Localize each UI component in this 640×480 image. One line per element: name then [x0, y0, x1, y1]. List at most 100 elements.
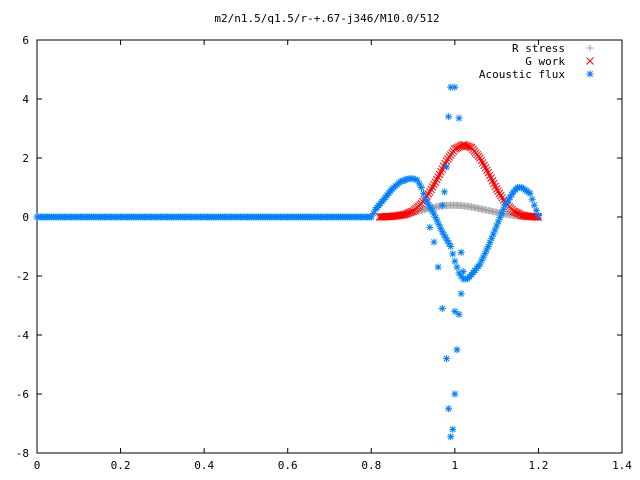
- data-point: [477, 156, 486, 165]
- data-point: [397, 178, 405, 186]
- data-point: [455, 269, 463, 277]
- data-point: [478, 257, 486, 265]
- data-point: [494, 187, 502, 196]
- data-point: [431, 178, 440, 186]
- x-axis: 0 0.2 0.4 0.6 0.8 1 1.2 1.4: [34, 40, 632, 472]
- data-point: [483, 246, 491, 254]
- data-point: [476, 260, 484, 268]
- data-point: [503, 199, 511, 207]
- data-point: [459, 268, 467, 276]
- data-point: [498, 209, 506, 217]
- data-point: [451, 257, 459, 265]
- data-point: [451, 83, 459, 91]
- data-point: [496, 191, 505, 200]
- data-point: [409, 175, 417, 183]
- data-point: [455, 114, 463, 122]
- data-point: [432, 175, 441, 184]
- data-point: [478, 159, 487, 167]
- data-point: [480, 161, 488, 170]
- y-tick-label: 4: [22, 93, 29, 106]
- y-tick-label: -8: [16, 447, 29, 460]
- data-point: [443, 237, 451, 245]
- data-point: [400, 176, 408, 184]
- data-point: [462, 141, 470, 150]
- legend-marker: [586, 57, 594, 65]
- data-point: [445, 405, 453, 413]
- x-tick-label: 0.4: [194, 459, 214, 472]
- data-point: [415, 180, 423, 188]
- data-point: [508, 191, 516, 199]
- data-point: [427, 185, 436, 194]
- data-point: [411, 175, 419, 183]
- data-point: [532, 206, 540, 214]
- data-point: [464, 142, 473, 151]
- data-point: [423, 198, 431, 206]
- data-point: [440, 188, 448, 196]
- data-point: [486, 238, 494, 246]
- data-point: [426, 223, 434, 231]
- data-point: [435, 221, 443, 229]
- data-point: [420, 189, 428, 197]
- series-3: [426, 83, 467, 441]
- data-point: [453, 263, 461, 271]
- x-tick-label: 0.6: [278, 459, 298, 472]
- data-point: [483, 166, 491, 175]
- data-point: [447, 433, 455, 441]
- x-tick-label: 1: [452, 459, 459, 472]
- data-point: [451, 307, 459, 315]
- data-point: [437, 224, 445, 232]
- y-tick-label: 6: [22, 34, 29, 47]
- data-point: [367, 213, 375, 221]
- data-point: [499, 205, 507, 213]
- data-point: [443, 163, 450, 171]
- data-point: [489, 230, 497, 238]
- data-point: [455, 310, 463, 318]
- data-point: [534, 212, 542, 220]
- data-point: [453, 346, 461, 354]
- legend-label: Acoustic flux: [479, 68, 565, 81]
- data-point: [434, 263, 442, 271]
- data-point: [457, 272, 465, 280]
- data-point: [440, 231, 448, 239]
- data-point: [442, 234, 450, 242]
- data-point: [403, 175, 411, 183]
- data-point: [428, 183, 437, 191]
- data-point: [432, 214, 440, 222]
- data-point: [494, 218, 502, 226]
- series-2: [33, 175, 542, 283]
- data-point: [447, 243, 455, 250]
- x-tick-label: 0.2: [111, 459, 131, 472]
- data-point: [526, 189, 534, 197]
- data-point: [492, 185, 501, 193]
- data-point: [447, 83, 455, 91]
- series-1: [375, 140, 543, 221]
- data-point: [445, 240, 453, 248]
- data-point: [451, 390, 459, 398]
- data-point: [438, 201, 446, 209]
- data-point: [430, 210, 438, 218]
- plot-frame: [36, 39, 623, 454]
- data-point: [528, 195, 536, 203]
- chart-title: m2/n1.5/q1.5/r-+.67-j346/M10.0/512: [214, 12, 439, 25]
- data-point: [501, 201, 509, 209]
- data-point: [504, 196, 512, 204]
- data-point: [481, 163, 490, 172]
- x-tick-label: 1.4: [612, 459, 632, 472]
- legend-label: R stress: [512, 42, 565, 55]
- data-point: [443, 355, 450, 363]
- data-point: [491, 226, 499, 234]
- y-tick-label: 0: [22, 211, 29, 224]
- data-point: [496, 214, 504, 222]
- data-point: [495, 189, 504, 198]
- data-point: [476, 154, 484, 162]
- y-axis: -8 -6 -4 -2 0 2 4 6: [16, 34, 622, 460]
- y-tick-label: 2: [22, 152, 29, 165]
- data-point: [445, 113, 453, 121]
- data-point: [425, 201, 433, 209]
- data-point: [493, 222, 501, 230]
- data-point: [433, 217, 441, 225]
- data-point: [484, 243, 492, 250]
- data-point: [479, 253, 487, 261]
